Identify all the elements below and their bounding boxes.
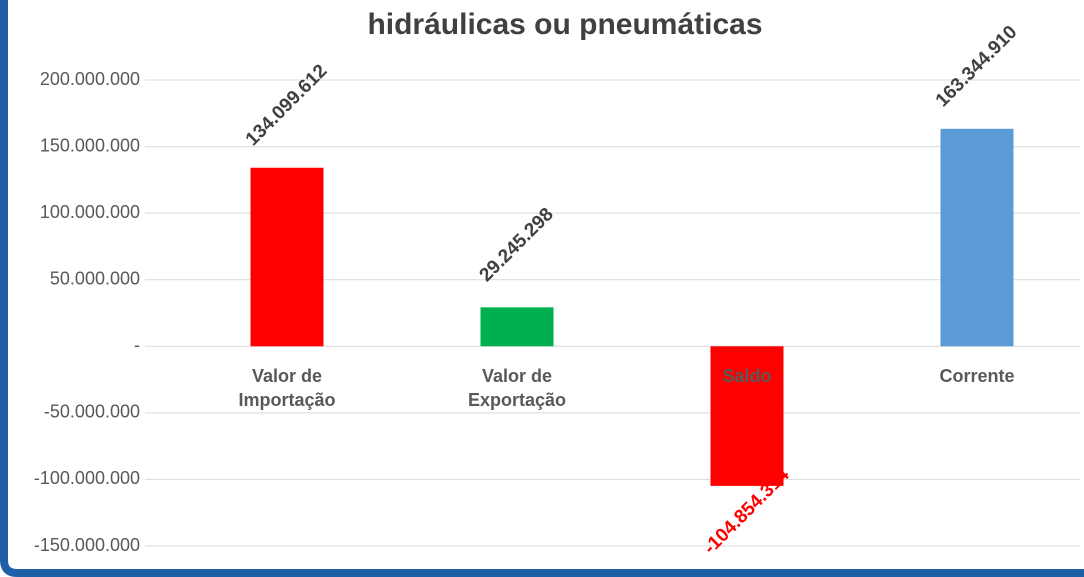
bar bbox=[710, 346, 784, 486]
x-tick-label: Saldo bbox=[722, 366, 772, 387]
y-tick-label: -100.000.000 bbox=[34, 468, 140, 488]
bar bbox=[250, 167, 324, 347]
y-tick-label: 50.000.000 bbox=[50, 268, 140, 288]
chart-title: hidráulicas ou pneumáticas bbox=[367, 8, 762, 41]
value-label: 134.099.612 bbox=[242, 61, 332, 151]
y-tick-label: - bbox=[134, 335, 140, 355]
bar bbox=[480, 307, 554, 347]
x-tick-label: Valor de Importação bbox=[238, 366, 336, 411]
y-tick-label: -50.000.000 bbox=[44, 402, 140, 422]
y-tick-label: -150.000.000 bbox=[34, 535, 140, 555]
y-tick-label: 200.000.000 bbox=[40, 69, 140, 89]
x-tick-label: Valor de Exportação bbox=[467, 366, 567, 411]
x-tick-label: Corrente bbox=[939, 366, 1015, 387]
value-label: 163.344.910 bbox=[932, 22, 1022, 112]
y-tick-label: 100.000.000 bbox=[40, 202, 140, 222]
y-tick-label: 150.000.000 bbox=[40, 135, 140, 155]
bar bbox=[940, 128, 1014, 347]
value-label: 29.245.298 bbox=[476, 204, 558, 286]
